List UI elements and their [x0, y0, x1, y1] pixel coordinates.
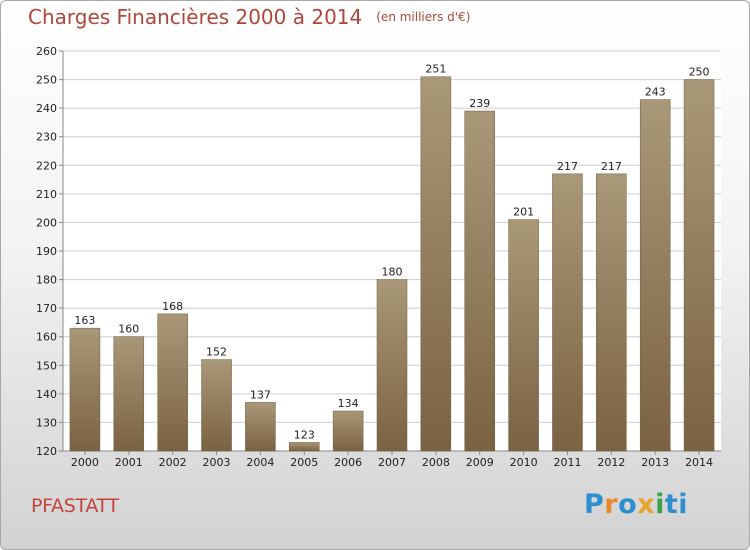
- logo-letter: ti: [664, 489, 689, 520]
- x-tick-label: 2008: [422, 456, 450, 469]
- y-tick-label: 170: [36, 302, 57, 315]
- data-label: 250: [689, 66, 710, 79]
- x-tick-label: 2011: [553, 456, 581, 469]
- y-tick-label: 160: [36, 331, 57, 344]
- bar: [332, 410, 364, 452]
- y-tick-label: 130: [36, 416, 57, 429]
- bar: [420, 76, 452, 452]
- logo-letter: i: [655, 489, 665, 520]
- x-tick-label: 2002: [159, 456, 187, 469]
- bar: [464, 110, 495, 452]
- commune-name: PFASTATT: [31, 495, 119, 517]
- proxiti-logo: Proxiti: [584, 489, 688, 520]
- data-label: 201: [513, 206, 534, 219]
- x-tick-label: 2013: [641, 456, 669, 469]
- data-label: 152: [206, 346, 227, 359]
- data-label: 243: [645, 86, 666, 99]
- logo-letter: o: [618, 489, 638, 520]
- x-tick-label: 2005: [290, 456, 318, 469]
- data-label: 137: [250, 388, 271, 401]
- y-tick-label: 140: [36, 388, 57, 401]
- x-tick-label: 2014: [685, 456, 713, 469]
- y-tick-label: 210: [36, 188, 57, 201]
- data-label: 168: [162, 300, 183, 313]
- data-label: 180: [382, 266, 403, 279]
- bar: [552, 173, 583, 452]
- bar: [376, 279, 408, 452]
- bar: [596, 173, 627, 452]
- logo-letter: x: [637, 489, 656, 520]
- x-tick-label: 2007: [378, 456, 406, 469]
- chart-title: Charges Financières 2000 à 2014 (en milli…: [28, 5, 470, 29]
- y-tick-label: 260: [36, 45, 57, 58]
- x-tick-label: 2000: [71, 456, 99, 469]
- y-tick-label: 120: [36, 445, 57, 458]
- y-tick-label: 200: [36, 216, 57, 229]
- y-tick-label: 180: [36, 274, 57, 287]
- x-tick-label: 2006: [334, 456, 362, 469]
- y-tick-label: 240: [36, 102, 57, 115]
- x-tick-label: 2004: [246, 456, 274, 469]
- data-label: 217: [557, 160, 578, 173]
- chart-subtitle: (en milliers d'€): [376, 10, 471, 24]
- data-label: 251: [425, 63, 446, 76]
- bar: [683, 79, 715, 452]
- data-label: 163: [74, 314, 95, 327]
- bar: [113, 336, 145, 452]
- bar: [639, 99, 671, 452]
- bar: [69, 327, 101, 452]
- logo-letter: r: [604, 489, 619, 520]
- bar: [245, 402, 276, 452]
- x-tick-label: 2009: [466, 456, 494, 469]
- bar: [289, 442, 320, 452]
- y-tick-label: 250: [36, 74, 57, 87]
- y-tick-label: 220: [36, 159, 57, 172]
- x-tick-label: 2001: [115, 456, 143, 469]
- x-tick-label: 2010: [510, 456, 538, 469]
- y-tick-label: 230: [36, 131, 57, 144]
- bar: [201, 359, 232, 452]
- x-tick-label: 2003: [203, 456, 231, 469]
- data-label: 123: [294, 428, 315, 441]
- data-label: 217: [601, 160, 622, 173]
- logo-letter: P: [584, 489, 605, 520]
- bar: [157, 313, 188, 452]
- y-tick-label: 150: [36, 359, 57, 372]
- bar: [508, 219, 539, 452]
- data-label: 239: [469, 97, 490, 110]
- y-tick-label: 190: [36, 245, 57, 258]
- x-tick-label: 2012: [597, 456, 625, 469]
- chart-title-main: Charges Financières 2000 à 2014: [28, 5, 363, 29]
- data-label: 160: [118, 323, 139, 336]
- data-label: 134: [338, 397, 359, 410]
